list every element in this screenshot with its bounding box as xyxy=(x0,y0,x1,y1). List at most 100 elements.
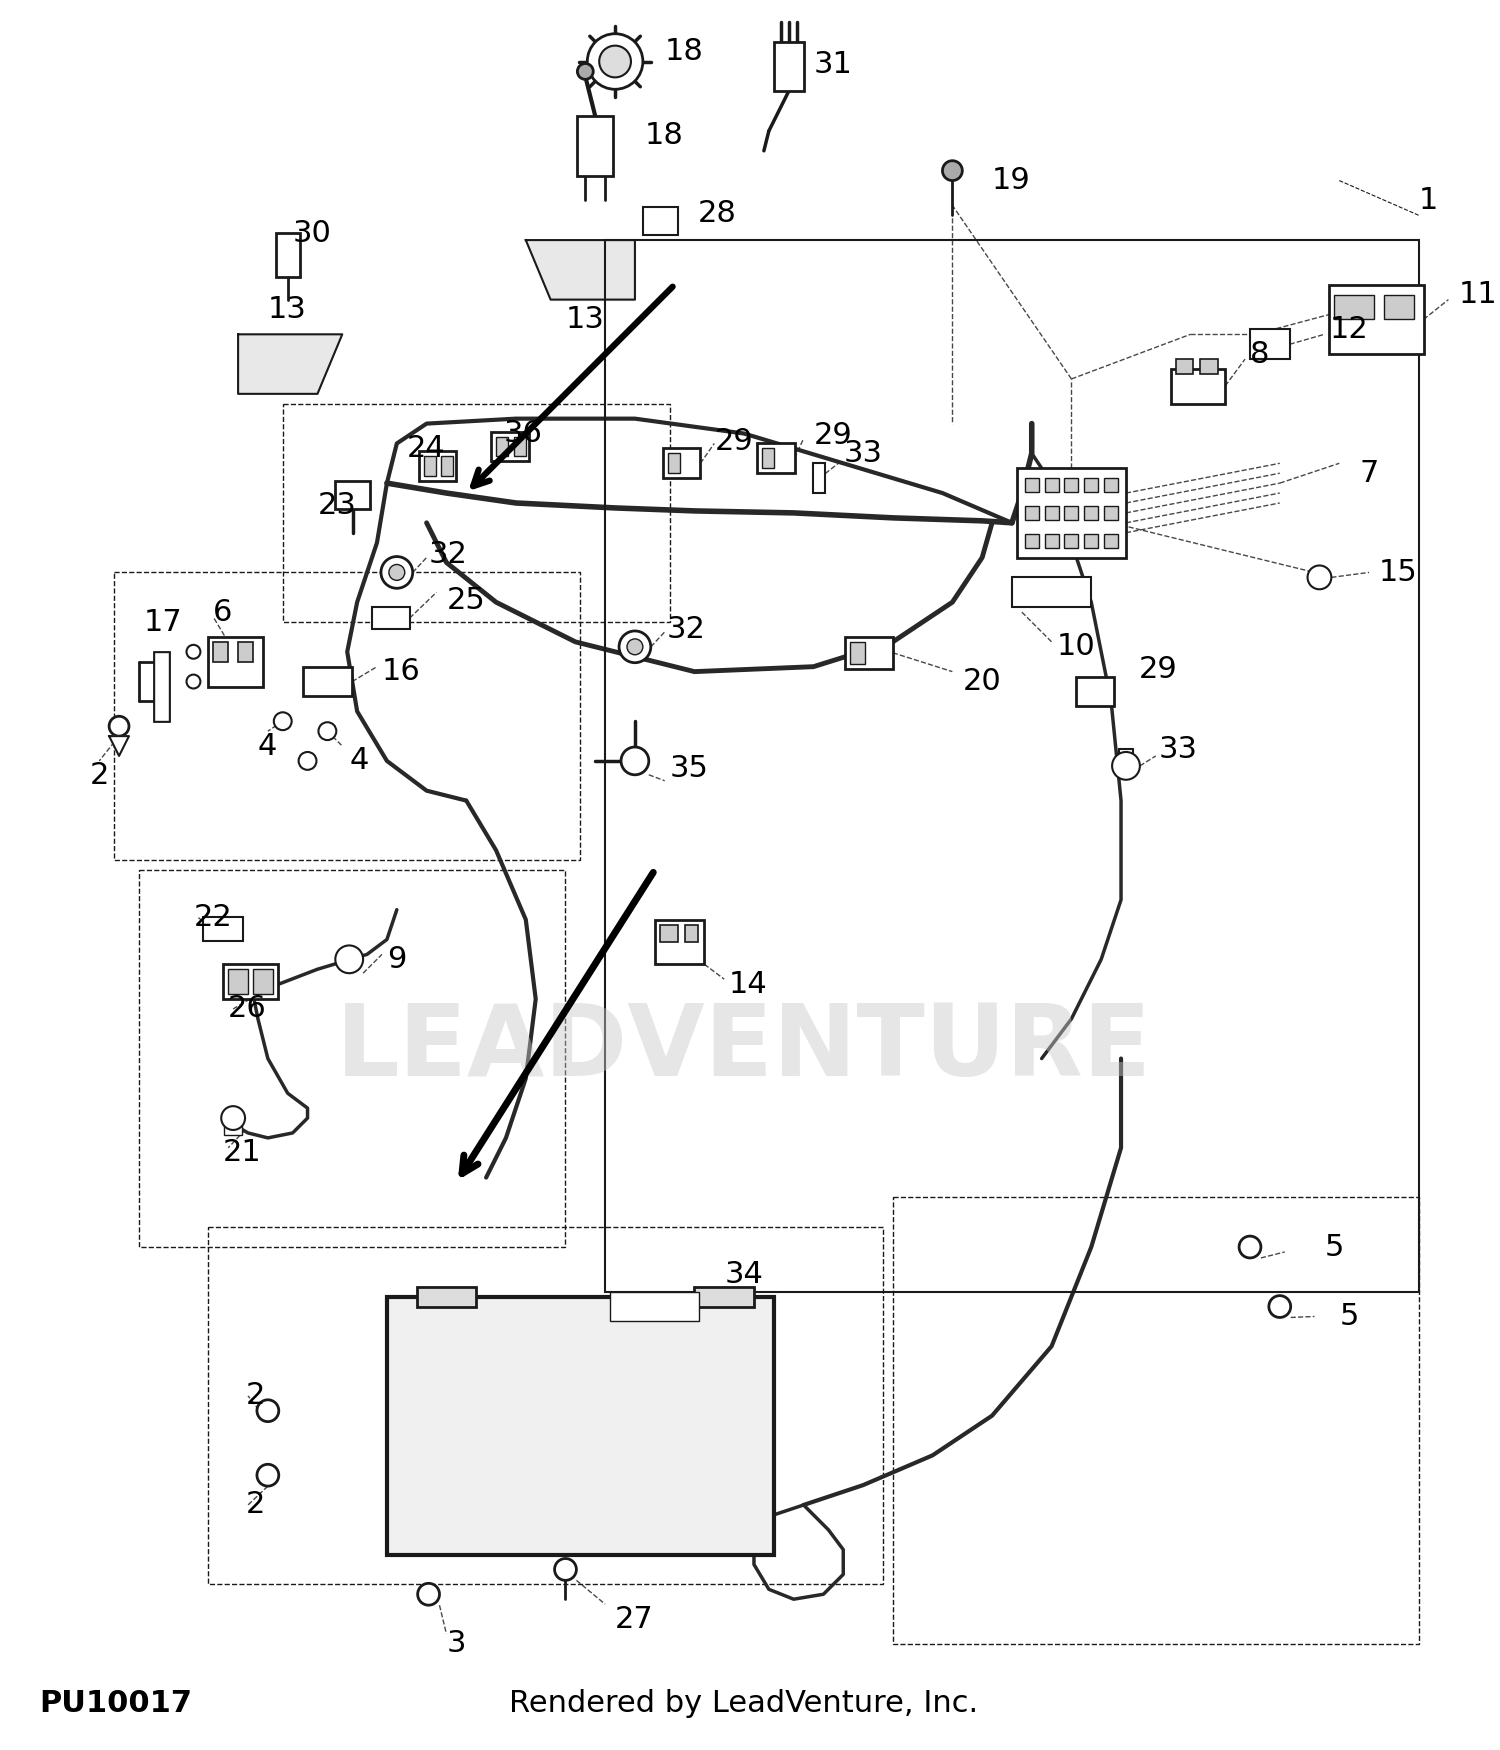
Circle shape xyxy=(1239,1236,1262,1258)
Bar xyxy=(1250,329,1290,359)
Circle shape xyxy=(598,46,632,77)
Bar xyxy=(1024,534,1038,548)
Bar xyxy=(1384,294,1413,320)
Text: LEADVENTURE: LEADVENTURE xyxy=(336,999,1152,1097)
Bar xyxy=(303,667,352,696)
Text: 33: 33 xyxy=(1158,735,1197,763)
Text: Rendered by LeadVenture, Inc.: Rendered by LeadVenture, Inc. xyxy=(510,1689,978,1718)
Circle shape xyxy=(220,1106,245,1130)
Text: 18: 18 xyxy=(645,121,684,150)
Bar xyxy=(490,432,530,462)
Text: 19: 19 xyxy=(992,166,1030,194)
Text: 31: 31 xyxy=(813,51,852,79)
Bar xyxy=(213,642,228,662)
Text: 25: 25 xyxy=(447,586,485,614)
Bar xyxy=(758,443,795,472)
Bar xyxy=(1065,534,1078,548)
Text: 13: 13 xyxy=(268,296,306,324)
Circle shape xyxy=(555,1559,576,1580)
Circle shape xyxy=(417,1584,440,1605)
Bar xyxy=(154,651,168,721)
Text: 3: 3 xyxy=(447,1629,466,1659)
Text: 18: 18 xyxy=(664,37,704,66)
Bar xyxy=(276,233,300,276)
Text: PU10017: PU10017 xyxy=(39,1689,192,1718)
Text: 17: 17 xyxy=(144,607,183,637)
Bar xyxy=(1044,534,1059,548)
Bar xyxy=(1200,359,1218,374)
Bar xyxy=(684,924,699,943)
Bar xyxy=(1104,506,1118,520)
Circle shape xyxy=(110,716,129,737)
Bar xyxy=(1104,478,1118,492)
Bar xyxy=(423,457,435,476)
Bar xyxy=(224,1124,242,1136)
Bar xyxy=(154,651,168,721)
Text: 33: 33 xyxy=(843,439,882,467)
Bar xyxy=(514,436,526,457)
Bar xyxy=(656,920,705,964)
Bar xyxy=(1017,469,1126,558)
Text: 29: 29 xyxy=(714,427,753,457)
Bar xyxy=(1065,478,1078,492)
Bar xyxy=(1170,369,1226,404)
Bar xyxy=(336,481,370,509)
Text: 4: 4 xyxy=(258,732,278,761)
Text: 5: 5 xyxy=(1340,1302,1359,1332)
Bar xyxy=(604,240,1419,1292)
Bar xyxy=(610,1292,699,1321)
Text: 29: 29 xyxy=(1138,654,1178,684)
Bar xyxy=(209,1227,883,1584)
Text: 15: 15 xyxy=(1378,558,1417,586)
Text: 20: 20 xyxy=(963,667,1000,696)
Circle shape xyxy=(588,33,644,89)
Bar xyxy=(774,42,804,91)
Polygon shape xyxy=(110,737,129,756)
Circle shape xyxy=(186,644,201,658)
Bar xyxy=(282,404,669,621)
Text: 22: 22 xyxy=(194,903,232,933)
Text: 1: 1 xyxy=(1419,186,1438,215)
Bar xyxy=(844,637,892,668)
Bar xyxy=(663,448,700,478)
Text: 29: 29 xyxy=(813,422,852,450)
Circle shape xyxy=(256,1400,279,1421)
Bar xyxy=(578,116,614,175)
Bar xyxy=(694,1286,754,1307)
Bar xyxy=(644,206,678,235)
Circle shape xyxy=(186,674,201,688)
Bar xyxy=(813,464,825,493)
Circle shape xyxy=(1269,1295,1290,1318)
Text: 32: 32 xyxy=(429,541,468,569)
Circle shape xyxy=(381,556,412,588)
Circle shape xyxy=(578,63,594,79)
Text: 27: 27 xyxy=(615,1605,654,1633)
Text: 24: 24 xyxy=(406,434,445,464)
Circle shape xyxy=(256,1465,279,1486)
Bar xyxy=(1044,506,1059,520)
Bar xyxy=(204,917,243,942)
Text: 21: 21 xyxy=(224,1138,262,1167)
Circle shape xyxy=(942,161,963,180)
Bar xyxy=(1084,478,1098,492)
Text: 10: 10 xyxy=(1056,632,1095,662)
Bar xyxy=(419,452,456,481)
Bar xyxy=(1084,534,1098,548)
Circle shape xyxy=(298,752,316,770)
Text: 12: 12 xyxy=(1329,315,1368,343)
Polygon shape xyxy=(238,334,342,394)
Bar xyxy=(1329,285,1424,354)
Circle shape xyxy=(620,632,651,663)
Bar xyxy=(228,970,248,994)
Text: 2: 2 xyxy=(246,1491,266,1519)
Circle shape xyxy=(336,945,363,973)
Circle shape xyxy=(388,565,405,581)
Bar xyxy=(850,642,865,663)
Bar xyxy=(1084,506,1098,520)
Bar xyxy=(1044,478,1059,492)
Bar xyxy=(1065,506,1078,520)
Bar xyxy=(668,453,680,472)
Bar xyxy=(372,607,410,628)
Text: 2: 2 xyxy=(90,761,108,791)
Polygon shape xyxy=(526,240,634,299)
